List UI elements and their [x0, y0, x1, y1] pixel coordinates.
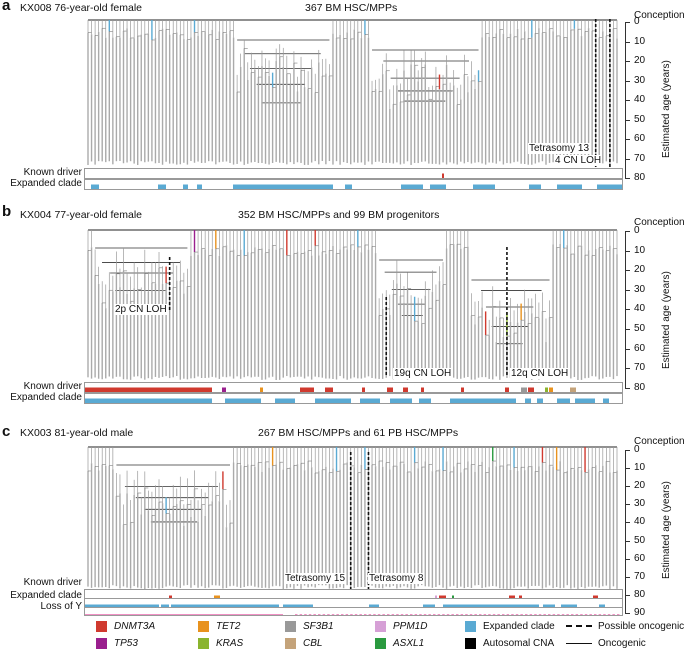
axis-tick-label: 40 [634, 94, 646, 105]
legend-kras: KRAS [198, 636, 243, 650]
annotation-19q-cn-loh: 19q CN LOH [393, 368, 453, 379]
legend-sf3b1: SF3B1 [285, 619, 334, 633]
axis-tick-label: 0 [634, 444, 640, 455]
panel-b-label: b [2, 203, 12, 220]
axis-tick-label: 50 [634, 534, 646, 546]
legend-swatch-icon [96, 637, 107, 649]
axis-tick-label: 70 [634, 152, 646, 164]
expanded-clade-track-a [84, 179, 623, 190]
legend-swatch-icon [375, 620, 386, 632]
axis-tick-label: 20 [634, 480, 646, 492]
panel-a-cells: 367 BM HSC/MPPs [305, 2, 398, 14]
axis-tick-label: 20 [634, 55, 646, 66]
axis-tick-label: 30 [634, 74, 646, 86]
axis-tick-label: 10 [634, 462, 646, 474]
axis-tick-label: 20 [634, 264, 646, 276]
annotation-12q-cn-loh: 12q CN LOH [510, 368, 570, 379]
track-label-expanded-clade: Expanded clade [10, 178, 82, 189]
panel-c: c KX003 81-year-old male 267 BM HSC/MPPs… [0, 423, 685, 618]
legend-swatch-icon [285, 620, 296, 632]
legend-tp53: TP53 [96, 636, 138, 650]
panel-c-cells: 267 BM HSC/MPPs and 61 PB HSC/MPPs [258, 427, 459, 439]
axis-tick-label: 60 [634, 552, 646, 564]
axis-tick-label: 40 [634, 516, 646, 528]
legend-swatch-icon [198, 620, 209, 632]
legend-tet2: TET2 [198, 619, 240, 633]
axis-tick-label: 70 [634, 362, 646, 374]
axis-tick-label: 30 [634, 283, 646, 295]
axis-tick-label: 70 [634, 570, 646, 582]
legend-possible-oncogenic: Possible oncogenic [566, 619, 684, 633]
expanded-clade-track-b [84, 393, 623, 404]
panel-a: a KX008 76-year-old female 367 BM HSC/MP… [0, 0, 685, 190]
age-axis-a: Conception 0 10 20 30 40 50 60 70 80 Estimated a… [625, 10, 685, 185]
axis-tick-label: 10 [634, 244, 646, 256]
axis-tick-label: 90 [634, 606, 646, 618]
known-driver-track-b [84, 382, 623, 393]
legend-expanded-clade: Expanded clade [465, 619, 555, 633]
panel-b: b KX004 77-year-old female 352 BM HSC/MP… [0, 203, 685, 405]
age-axis-c: Conception 0 10 20 30 40 50 60 70 80 90 Estimated… [625, 436, 685, 618]
panel-a-label: a [2, 0, 11, 14]
axis-tick-label: 80 [634, 381, 646, 393]
legend-swatch-icon [465, 620, 476, 632]
axis-tick-label: 80 [634, 172, 646, 183]
axis-tick-label: 40 [634, 303, 646, 315]
annotation-2p-cn-loh: 2p CN LOH [114, 304, 168, 315]
axis-tick-label: 60 [634, 342, 646, 354]
panel-c-sample: KX003 81-year-old male [20, 427, 134, 439]
phylogeny-tree-c [84, 444, 623, 591]
legend-dnmt3a: DNMT3A [96, 619, 155, 633]
axis-conception-label: Conception [634, 10, 685, 21]
legend-swatch-icon [285, 637, 296, 649]
annotation-tetrasomy-13: Tetrasomy 13 [528, 143, 591, 154]
panel-b-cells: 352 BM HSC/MPPs and 99 BM progenitors [238, 209, 440, 221]
legend-cbl: CBL [285, 636, 322, 650]
legend-swatch-icon [96, 620, 107, 632]
legend-swatch-icon [375, 637, 386, 649]
phylogeny-tree-a [84, 17, 623, 167]
axis-title: Estimated age (years) [661, 60, 672, 158]
axis-tick-label: 50 [634, 323, 646, 334]
legend: DNMT3A TET2 SF3B1 PPM1D Expanded clade P… [0, 617, 685, 651]
age-axis-b: Conception 0 10 20 30 40 50 60 70 80 Estimated a… [625, 217, 685, 397]
loss-of-y-track-c [84, 607, 623, 616]
dashed-line-icon [566, 625, 592, 627]
legend-autosomal-cna: Autosomal CNA [465, 636, 554, 650]
panel-b-sample: KX004 77-year-old female [20, 209, 142, 221]
annotation-4-cn-loh: 4 CN LOH [554, 155, 603, 166]
legend-asxl1: ASXL1 [375, 636, 424, 650]
axis-tick-label: 50 [634, 113, 646, 125]
legend-ppm1d: PPM1D [375, 619, 427, 633]
axis-tick-label: 80 [634, 588, 646, 600]
panel-c-label: c [2, 423, 11, 440]
known-driver-track-a [84, 168, 623, 179]
solid-line-icon [566, 642, 592, 644]
legend-swatch-icon [465, 637, 476, 649]
axis-tick-label: 10 [634, 35, 646, 47]
track-label-known-driver: Known driver [23, 167, 82, 178]
axis-tick-label: 0 [634, 225, 640, 236]
panel-a-sample: KX008 76-year-old female [20, 2, 142, 14]
annotation-tetrasomy-8: Tetrasomy 8 [368, 573, 425, 584]
axis-tick-label: 0 [634, 16, 640, 27]
axis-tick-label: 60 [634, 133, 646, 144]
annotation-tetrasomy-15: Tetrasomy 15 [284, 573, 347, 584]
legend-oncogenic: Oncogenic [566, 636, 646, 650]
axis-tick-label: 30 [634, 498, 646, 510]
legend-swatch-icon [198, 637, 209, 649]
